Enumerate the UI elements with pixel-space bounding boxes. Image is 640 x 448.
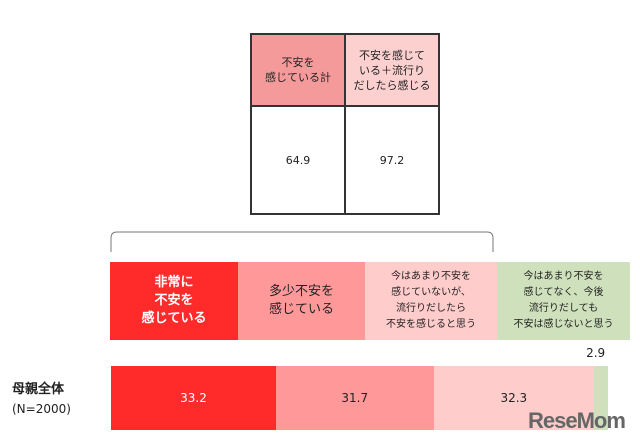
legend-item: 今はあまり不安を 感じてなく、今後 流行りだしても 不安は感じないと思う: [497, 262, 630, 340]
data-label: 32.3: [500, 391, 528, 405]
bar-segment: 33.2: [111, 366, 276, 430]
value-total-anxious: 64.9: [252, 107, 346, 213]
bar-segment: [594, 366, 609, 430]
category-note: (N=2000): [12, 402, 71, 416]
watermark-logo: ReseMom: [528, 408, 626, 433]
header-total-anxious: 不安を 感じている計: [252, 35, 346, 107]
legend-item: 非常に 不安を 感じている: [110, 262, 238, 340]
data-label: 2.9: [586, 346, 606, 360]
bar-segment: 31.7: [276, 366, 434, 430]
summary-table: 不安を 感じている計 不安を感じて いる＋流行り だしたら感じる 64.9 97…: [250, 33, 440, 215]
value-anxious-plus-trend: 97.2: [379, 153, 405, 167]
bar-segment: 32.3: [433, 366, 595, 430]
category-label: 母親全体: [12, 382, 65, 397]
legend-item: 今はあまり不安を 感じていないが、 流行りだしたら 不安を感じると思う: [365, 262, 497, 340]
data-label: 31.7: [341, 391, 369, 405]
data-label: 33.2: [180, 391, 207, 405]
legend-item: 多少不安を 感じている: [238, 262, 365, 340]
header-anxious-plus-trend: 不安を感じて いる＋流行り だしたら感じる: [346, 35, 438, 107]
